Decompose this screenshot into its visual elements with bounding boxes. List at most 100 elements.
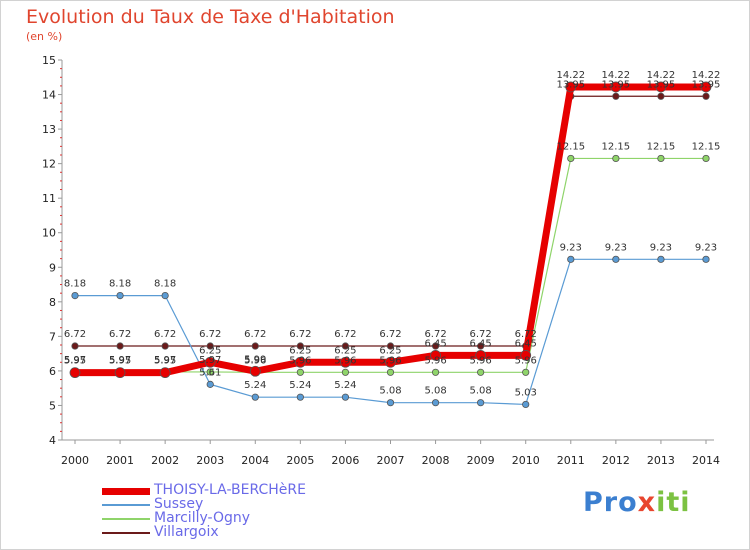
data-label-thoisy-la-berch-re: 14.22 (647, 70, 676, 81)
x-tick-label: 2011 (557, 454, 585, 467)
data-label-sussey: 8.18 (109, 279, 131, 290)
data-point-thoisy-la-berch-re (475, 349, 487, 361)
data-point-villargoix (386, 342, 395, 350)
data-point-sussey (161, 291, 169, 300)
data-label-thoisy-la-berch-re: 5.99 (244, 354, 266, 365)
x-tick-label: 2010 (512, 454, 540, 467)
data-label-villargoix: 6.72 (334, 329, 356, 340)
data-label-sussey: 5.24 (334, 380, 356, 391)
data-label-marcilly-ogny: 5.97 (109, 355, 131, 366)
y-tick-label: 15 (42, 54, 56, 67)
data-point-sussey (71, 291, 79, 300)
data-label-villargoix: 6.72 (109, 329, 131, 340)
x-tick-label: 2007 (377, 454, 405, 467)
data-label-villargoix: 13.95 (692, 79, 721, 90)
data-label-sussey: 5.61 (199, 367, 221, 378)
y-tick-label: 12 (42, 158, 56, 171)
y-tick-label: 13 (42, 123, 56, 136)
series-line-marcilly-ogny (75, 157, 706, 373)
data-point-villargoix (477, 342, 485, 350)
chart-title: Evolution du Taux de Taxe d'Habitation (26, 6, 395, 28)
data-point-sussey (386, 399, 395, 407)
data-label-villargoix: 6.72 (199, 329, 221, 340)
data-point-marcilly-ogny (477, 368, 485, 376)
data-label-sussey: 5.03 (515, 387, 537, 398)
x-tick-label: 2005 (286, 454, 314, 467)
data-point-villargoix (702, 92, 710, 100)
data-label-villargoix: 6.72 (424, 329, 446, 340)
data-label-marcilly-ogny: 12.15 (602, 141, 631, 152)
data-point-thoisy-la-berch-re (69, 367, 81, 379)
x-tick-label: 2003 (196, 454, 224, 467)
data-label-sussey: 8.18 (154, 279, 176, 290)
data-point-thoisy-la-berch-re (565, 81, 577, 93)
x-tick-label: 2014 (692, 454, 720, 467)
data-label-thoisy-la-berch-re: 5.95 (109, 356, 131, 367)
legend-swatch (102, 532, 150, 534)
x-tick-label: 2006 (331, 454, 359, 467)
data-label-sussey: 9.23 (560, 242, 582, 253)
data-label-thoisy-la-berch-re: 6.25 (289, 345, 311, 356)
y-tick-label: 6 (49, 365, 56, 378)
x-tick-label: 2004 (241, 454, 269, 467)
y-tick-label: 8 (49, 296, 56, 309)
data-point-villargoix (296, 342, 304, 350)
logo-part-x: x (637, 487, 657, 518)
data-label-marcilly-ogny: 12.15 (556, 141, 585, 152)
data-point-marcilly-ogny (296, 368, 304, 376)
data-point-thoisy-la-berch-re (385, 356, 396, 368)
data-label-marcilly-ogny: 5.96 (470, 355, 492, 366)
data-label-marcilly-ogny: 5.96 (244, 355, 266, 366)
data-point-sussey (657, 255, 665, 263)
legend-swatch (102, 504, 150, 506)
data-label-thoisy-la-berch-re: 14.22 (692, 70, 721, 81)
data-label-villargoix: 6.72 (470, 329, 492, 340)
data-point-villargoix (161, 342, 169, 350)
chart-subtitle: (en %) (26, 30, 63, 43)
y-tick-label: 9 (49, 261, 56, 274)
data-point-sussey (341, 393, 350, 401)
data-point-thoisy-la-berch-re (610, 81, 622, 93)
proxiti-logo: Proxiti (583, 487, 691, 518)
x-tick-label: 2009 (467, 454, 495, 467)
data-label-thoisy-la-berch-re: 5.95 (64, 356, 86, 367)
data-label-marcilly-ogny: 12.15 (692, 141, 721, 152)
y-tick-label: 11 (42, 192, 56, 205)
data-label-marcilly-ogny: 5.96 (289, 355, 311, 366)
data-label-sussey: 5.24 (244, 380, 266, 391)
logo-part-iti: iti (656, 487, 691, 518)
data-point-marcilly-ogny (702, 154, 710, 163)
data-point-thoisy-la-berch-re (700, 81, 712, 93)
data-point-thoisy-la-berch-re (249, 365, 261, 377)
data-label-marcilly-ogny: 12.15 (647, 141, 676, 152)
data-label-thoisy-la-berch-re: 6.25 (199, 345, 221, 356)
data-point-thoisy-la-berch-re (159, 367, 171, 379)
data-label-sussey: 8.18 (64, 279, 86, 290)
legend-label: Villargoix (154, 524, 219, 540)
data-label-sussey: 5.08 (379, 386, 401, 397)
data-label-sussey: 5.08 (470, 386, 492, 397)
data-point-sussey (612, 255, 620, 263)
data-label-sussey: 9.23 (605, 242, 627, 253)
data-point-marcilly-ogny (386, 368, 395, 376)
y-tick-label: 7 (49, 330, 56, 343)
data-label-villargoix: 6.72 (515, 329, 537, 340)
data-label-villargoix: 13.95 (602, 79, 631, 90)
data-label-sussey: 5.24 (289, 380, 311, 391)
data-label-villargoix: 6.72 (64, 329, 86, 340)
data-label-villargoix: 6.72 (379, 329, 401, 340)
data-point-thoisy-la-berch-re (430, 349, 441, 361)
data-label-thoisy-la-berch-re: 5.95 (154, 356, 176, 367)
data-point-thoisy-la-berch-re (655, 81, 667, 93)
data-point-marcilly-ogny (567, 154, 575, 163)
data-point-marcilly-ogny (206, 368, 214, 376)
data-point-marcilly-ogny (341, 368, 350, 376)
data-label-thoisy-la-berch-re: 6.45 (470, 338, 492, 349)
data-point-sussey (206, 380, 214, 388)
data-label-thoisy-la-berch-re: 6.25 (334, 345, 356, 356)
data-point-villargoix (341, 342, 350, 350)
data-label-marcilly-ogny: 5.96 (424, 355, 446, 366)
data-point-thoisy-la-berch-re (204, 356, 216, 368)
x-tick-label: 2012 (602, 454, 630, 467)
data-point-thoisy-la-berch-re (294, 356, 306, 368)
